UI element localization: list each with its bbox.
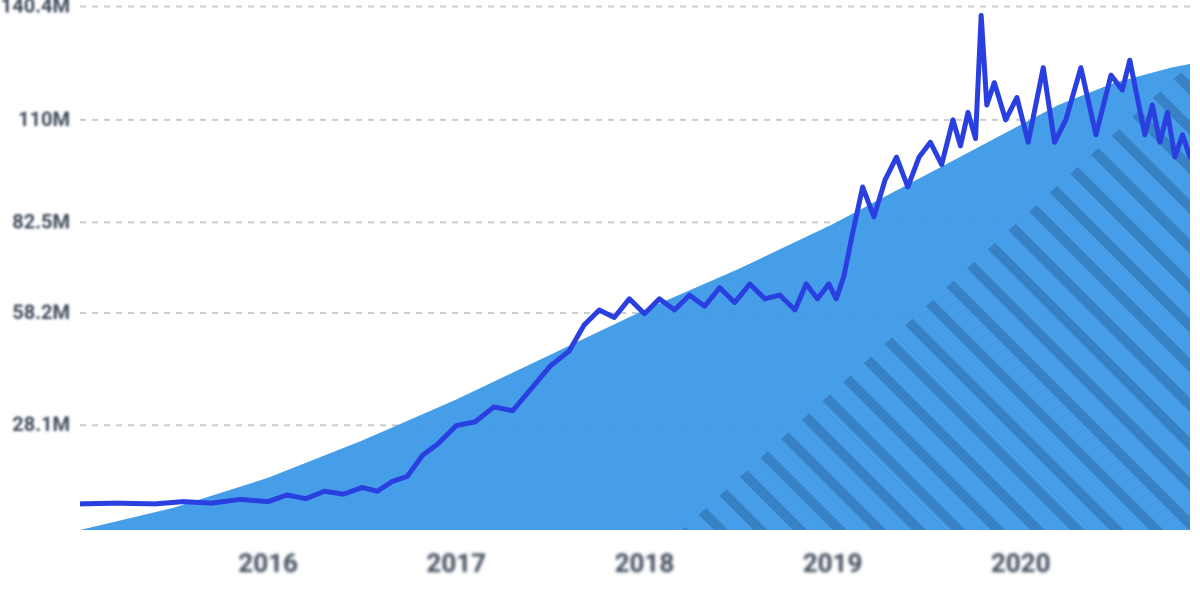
- x-tick-label: 2020: [991, 549, 1051, 579]
- x-axis: 2016 2017 2018 2019 2020: [238, 549, 1050, 579]
- x-tick-label: 2018: [615, 549, 675, 579]
- y-tick-label: 110M: [18, 107, 70, 131]
- x-tick-label: 2019: [803, 549, 863, 579]
- y-tick-label: 28.1M: [12, 412, 70, 436]
- y-tick-label: 140.4M: [1, 0, 70, 18]
- y-tick-label: 58.2M: [12, 300, 70, 324]
- chart-svg: 28.1M58.2M82.5M110M140.4M 20162017201820…: [0, 0, 1200, 599]
- x-tick-label: 2017: [426, 549, 486, 579]
- x-tick-label: 2016: [238, 549, 298, 579]
- chart-container: 28.1M58.2M82.5M110M140.4M 20162017201820…: [0, 0, 1200, 599]
- y-tick-label: 82.5M: [12, 209, 70, 233]
